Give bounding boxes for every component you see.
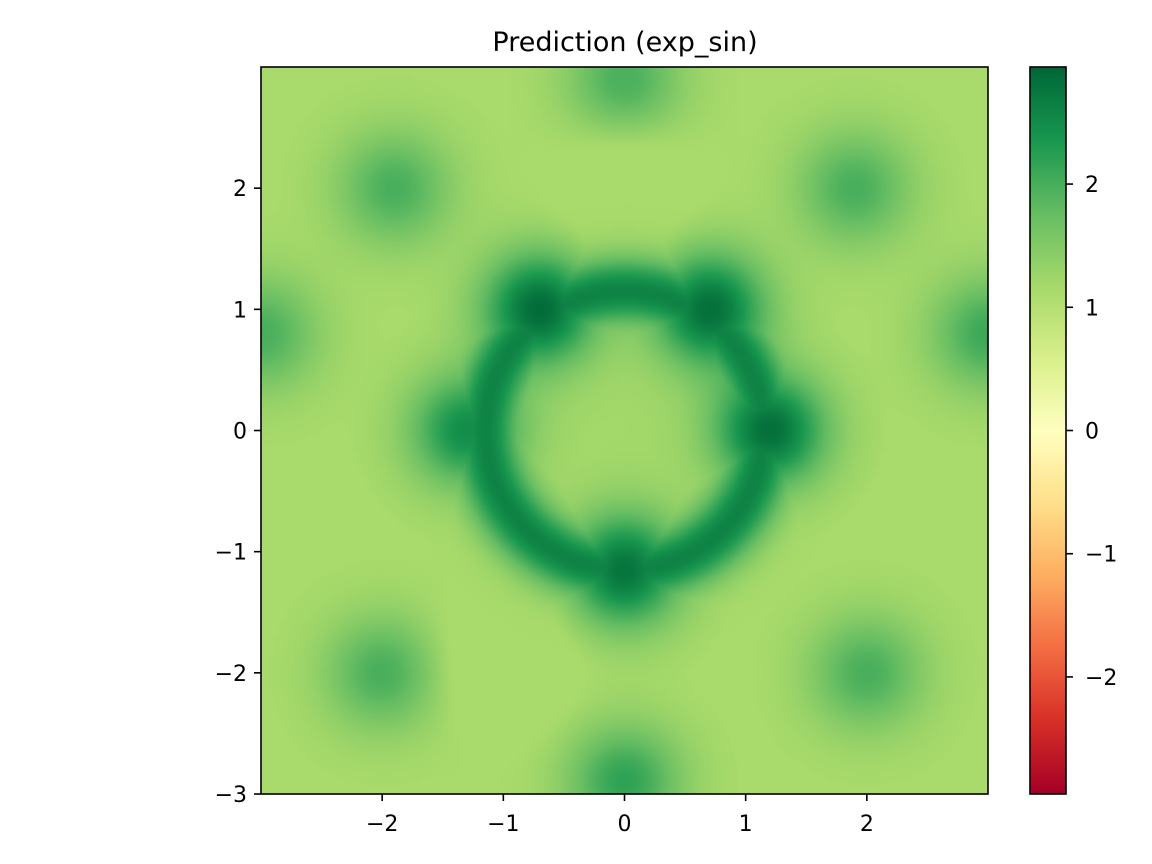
- heatmap-image: [261, 67, 988, 794]
- x-tick-label: 1: [739, 812, 753, 837]
- colorbar-tick-label: −1: [1085, 543, 1117, 568]
- y-tick-label: 1: [233, 298, 247, 323]
- y-tick-label: −2: [215, 662, 247, 687]
- y-axis: −3 −2 −1 0 1 2: [215, 177, 261, 808]
- x-axis: −2 −1 0 1 2: [366, 794, 874, 837]
- x-tick-label: 2: [860, 812, 874, 837]
- y-tick-label: 0: [233, 420, 247, 445]
- y-tick-label: 2: [233, 177, 247, 202]
- y-tick-label: −3: [215, 783, 247, 808]
- colorbar-gradient: [1030, 67, 1066, 794]
- colorbar-tick-label: 0: [1085, 420, 1099, 445]
- chart-title: Prediction (exp_sin): [492, 27, 757, 58]
- colorbar-tick-label: −2: [1085, 666, 1117, 691]
- y-tick-label: −1: [215, 541, 247, 566]
- colorbar-tick-label: 2: [1085, 173, 1099, 198]
- colorbar: −2 −1 0 1 2: [1029, 66, 1117, 795]
- heatmap-plot-area: [260, 66, 989, 795]
- x-tick-label: 0: [618, 812, 632, 837]
- colorbar-tick-label: 1: [1085, 296, 1099, 321]
- x-tick-label: −2: [366, 812, 398, 837]
- x-tick-label: −1: [487, 812, 519, 837]
